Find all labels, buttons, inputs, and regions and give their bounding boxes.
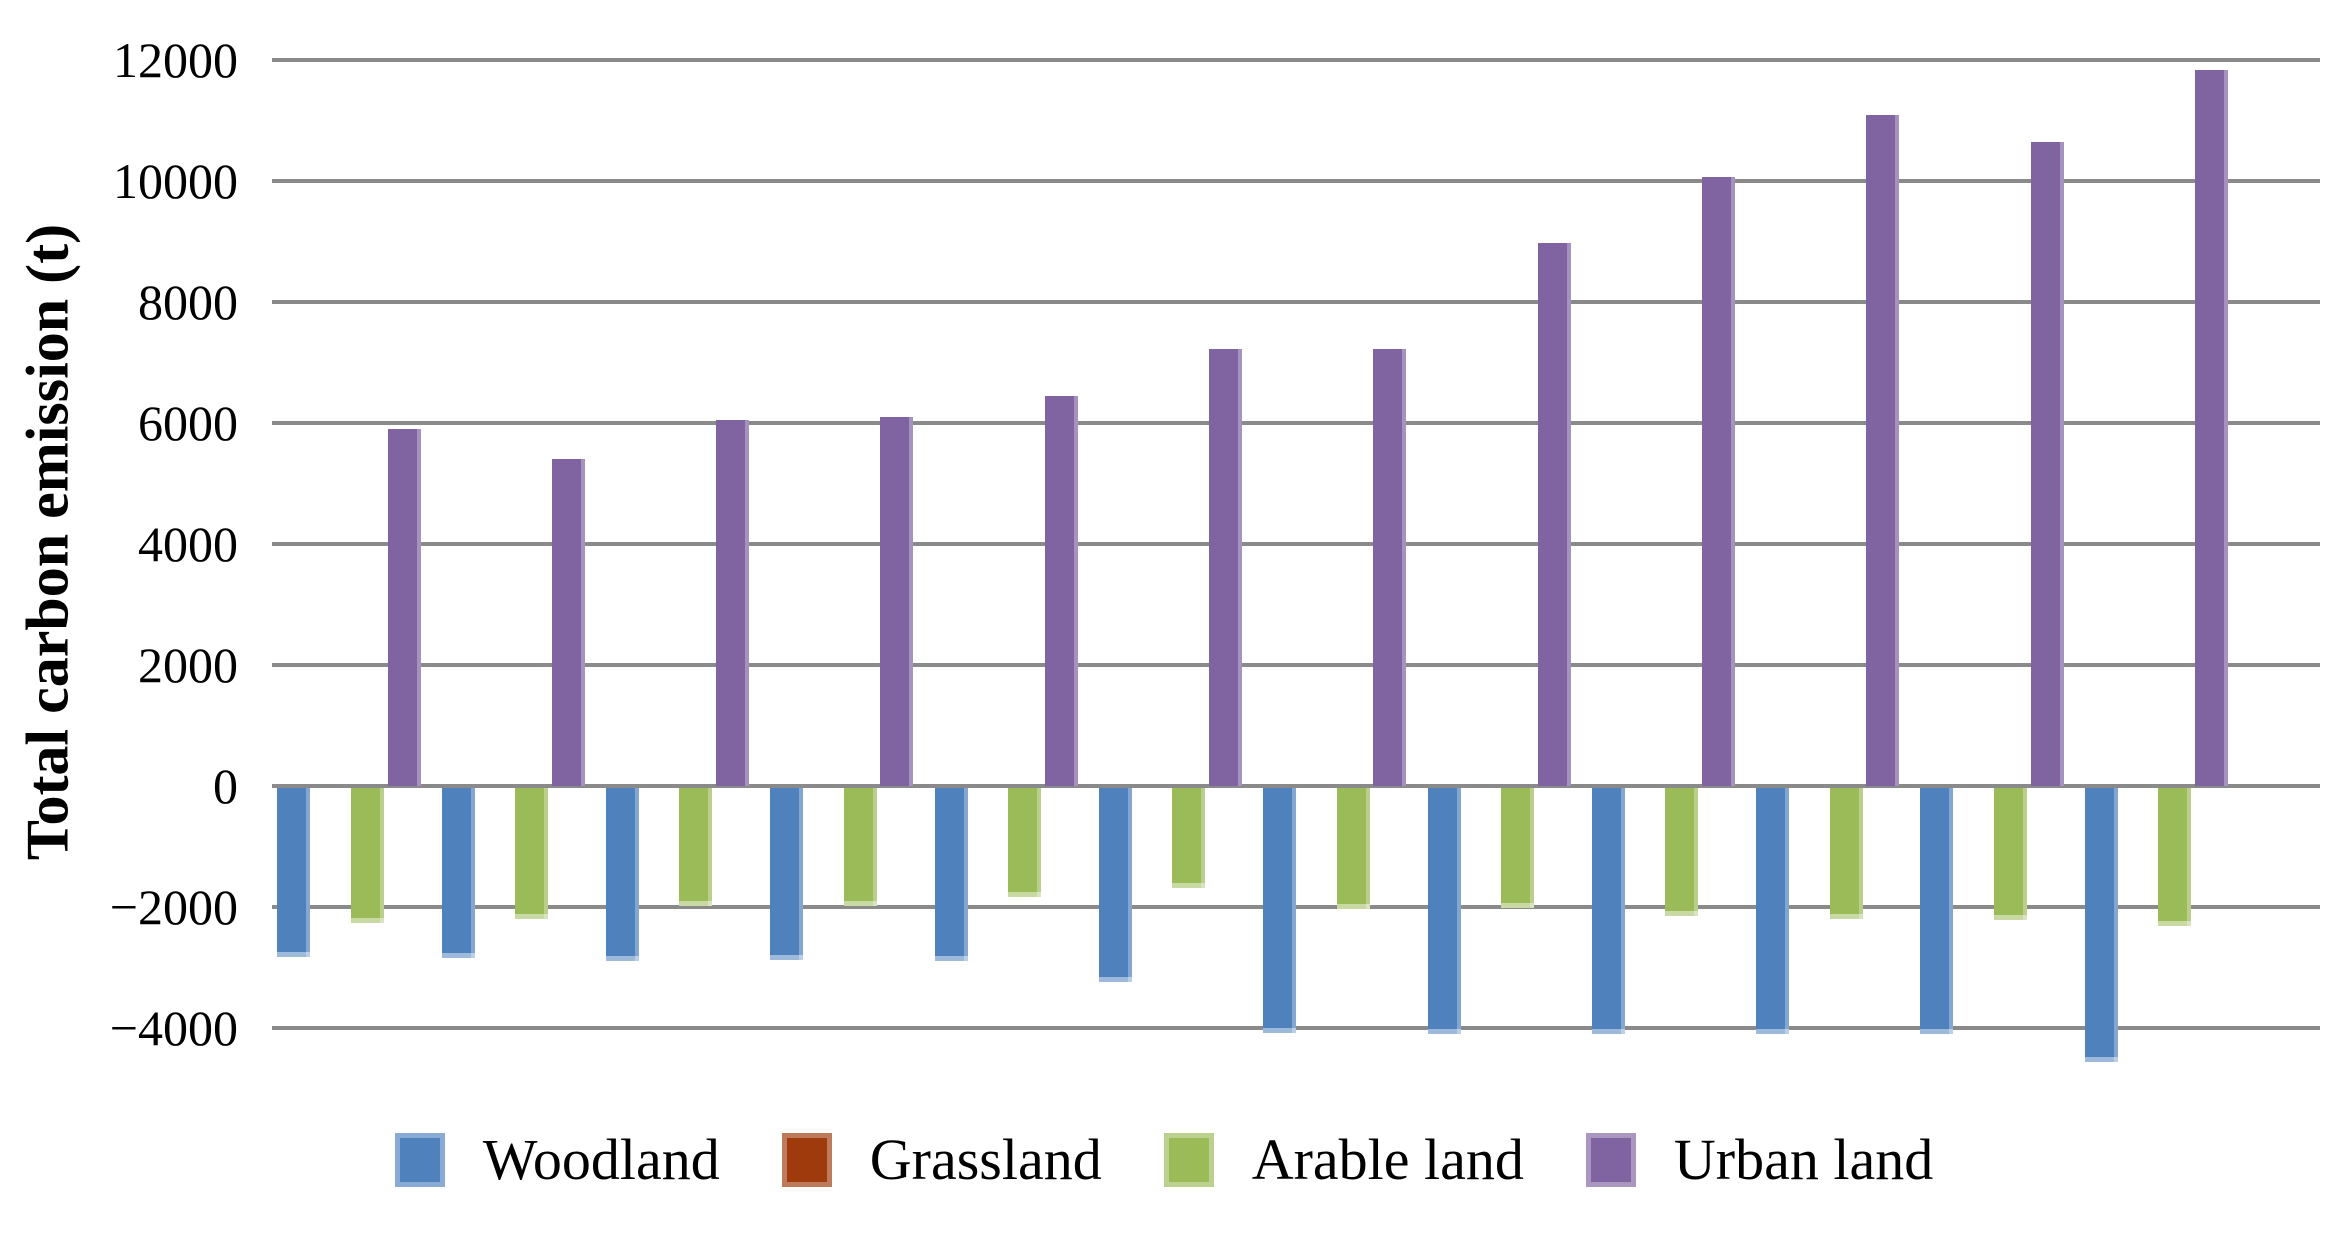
bar-woodland-1 <box>277 788 311 958</box>
legend-item-arable-land: Arable land <box>1163 1126 1524 1193</box>
bar-urban-land-4 <box>880 416 914 786</box>
bar-woodland-2 <box>441 788 475 958</box>
y-tick-label-2000: 2000 <box>138 637 238 693</box>
bar-woodland-9 <box>1591 788 1625 1035</box>
bar-woodland-11 <box>1920 788 1954 1035</box>
bar-urban-land-2 <box>551 459 585 786</box>
gridline-4000 <box>272 542 2320 546</box>
legend: Woodland Grassland Arable land Urban lan… <box>0 1126 2328 1193</box>
bar-woodland-10 <box>1756 788 1790 1035</box>
legend-item-grassland: Grassland <box>781 1126 1102 1193</box>
legend-marker-woodland <box>394 1132 445 1187</box>
bar-urban-land-7 <box>1373 348 1407 786</box>
bar-woodland-4 <box>770 788 804 961</box>
legend-marker-grassland <box>781 1132 832 1187</box>
legend-marker-arable-land <box>1163 1132 1214 1187</box>
bar-urban-land-5 <box>1044 395 1078 786</box>
bar-arable-land-12 <box>2158 788 2192 926</box>
y-tick-label-8000: 8000 <box>138 274 238 330</box>
bar-arable-land-7 <box>1336 788 1370 910</box>
bar-urban-land-8 <box>1537 242 1571 786</box>
legend-item-woodland: Woodland <box>394 1126 720 1193</box>
bar-arable-land-11 <box>1993 788 2027 920</box>
bar-arable-land-5 <box>1008 788 1041 898</box>
y-tick-label--2000: −2000 <box>109 879 238 935</box>
gridline-12000 <box>272 58 2320 62</box>
bar-arable-land-4 <box>843 788 877 907</box>
bar-woodland-6 <box>1098 788 1132 983</box>
bar-arable-land-3 <box>679 788 713 906</box>
gridline-0 <box>272 784 2320 788</box>
bar-woodland-5 <box>934 788 968 962</box>
y-tick-label-12000: 12000 <box>113 32 238 88</box>
legend-label-grassland: Grassland <box>869 1127 1102 1192</box>
gridline-8000 <box>272 300 2320 304</box>
bar-urban-land-11 <box>2030 142 2064 786</box>
bar-arable-land-2 <box>515 788 549 920</box>
bar-arable-land-1 <box>350 788 384 924</box>
bar-urban-land-1 <box>387 429 421 786</box>
gridline-6000 <box>272 421 2320 425</box>
gridline-10000 <box>272 179 2320 183</box>
bar-woodland-3 <box>606 788 639 961</box>
legend-label-urban-land: Urban land <box>1673 1127 1934 1192</box>
legend-item-urban-land: Urban land <box>1585 1126 1934 1193</box>
y-tick-label-4000: 4000 <box>138 516 238 572</box>
bar-urban-land-6 <box>1209 349 1242 786</box>
bar-arable-land-10 <box>1829 788 1863 920</box>
bar-urban-land-12 <box>2194 69 2228 786</box>
bar-arable-land-6 <box>1172 788 1206 888</box>
legend-marker-urban-land <box>1585 1132 1636 1187</box>
bar-woodland-12 <box>2084 788 2118 1062</box>
bar-woodland-8 <box>1427 788 1461 1035</box>
y-tick-label-0: 0 <box>213 758 238 814</box>
bar-urban-land-3 <box>716 419 750 786</box>
bar-urban-land-10 <box>1866 115 1900 786</box>
gridline-2000 <box>272 663 2320 667</box>
legend-label-woodland: Woodland <box>482 1127 720 1192</box>
bar-woodland-7 <box>1263 788 1297 1033</box>
bar-arable-land-9 <box>1665 788 1699 917</box>
y-tick-label--4000: −4000 <box>109 1000 238 1056</box>
y-tick-label-6000: 6000 <box>138 395 238 451</box>
bar-arable-land-8 <box>1500 788 1534 908</box>
bar-urban-land-9 <box>1701 177 1735 786</box>
y-tick-label-10000: 10000 <box>113 153 238 209</box>
legend-label-arable-land: Arable land <box>1251 1127 1524 1192</box>
